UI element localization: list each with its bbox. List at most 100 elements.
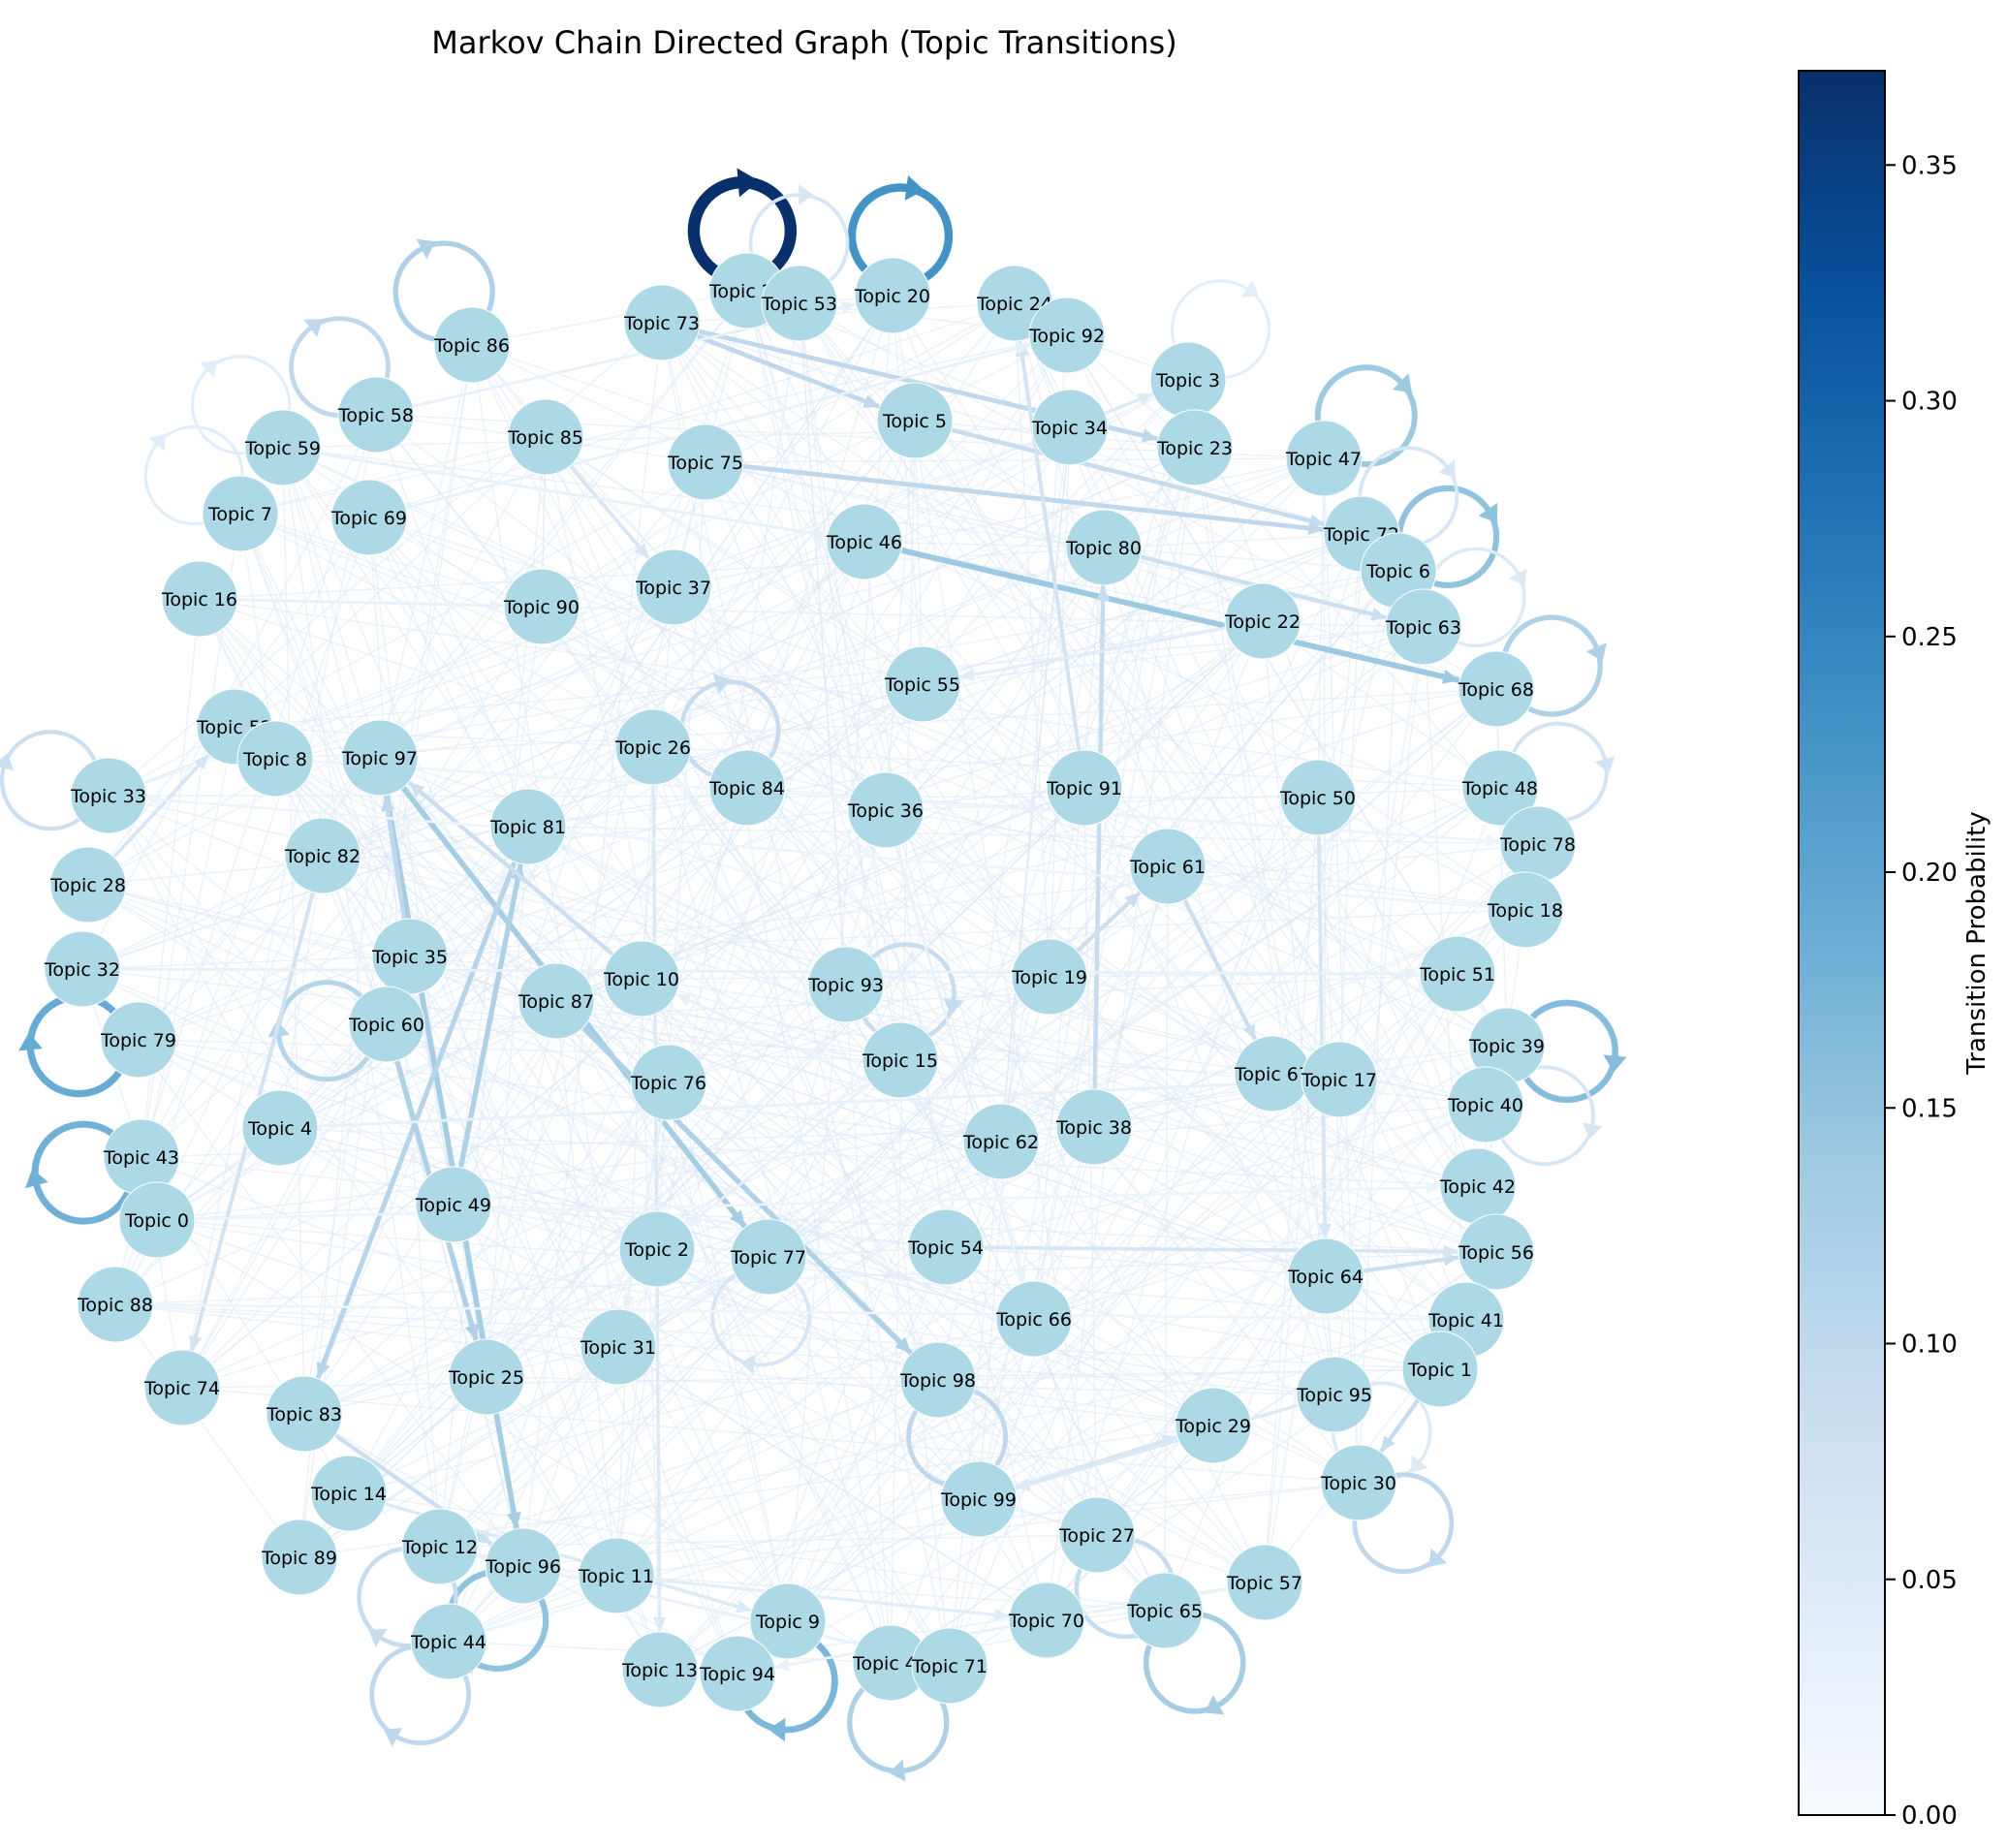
background-edge — [368, 517, 892, 1664]
topic-node: Topic 71 — [911, 1627, 988, 1705]
background-edge — [661, 322, 1340, 1081]
node-label: Topic 93 — [807, 975, 884, 996]
node-circle — [667, 423, 744, 501]
node-label: Topic 53 — [761, 294, 837, 315]
topic-node: Topic 59 — [244, 409, 322, 486]
transition-edge — [742, 463, 1325, 533]
topic-node: Topic 37 — [635, 548, 712, 626]
topic-node: Topic 97 — [341, 719, 419, 797]
topic-node: Topic 22 — [1224, 582, 1301, 660]
topic-node: Topic 79 — [100, 1001, 177, 1079]
node-circle — [1055, 1088, 1133, 1166]
topic-node: Topic 69 — [330, 479, 408, 556]
transition-edge — [1018, 340, 1082, 751]
transition-edge — [407, 780, 614, 956]
node-circle — [433, 306, 511, 384]
edge-arrowhead — [1240, 279, 1259, 298]
background-edge — [1212, 843, 1539, 1426]
self-loop-edge — [143, 424, 244, 526]
background-edge — [617, 1346, 738, 1675]
topic-node: Topic 42 — [1439, 1147, 1517, 1225]
node-circle — [143, 1349, 221, 1426]
background-edge — [199, 598, 769, 1258]
node-label: Topic 71 — [911, 1656, 988, 1677]
node-label: Topic 63 — [1385, 617, 1461, 639]
node-label: Topic 7 — [207, 504, 272, 525]
topic-node: Topic 76 — [630, 1044, 707, 1121]
node-label: Topic 86 — [433, 335, 510, 357]
node-circle — [1008, 1582, 1085, 1659]
background-edge — [1317, 797, 1487, 1106]
topic-node: Topic 34 — [1031, 389, 1109, 466]
node-circle — [1028, 297, 1106, 374]
background-edge — [705, 461, 1425, 628]
background-edge — [239, 513, 789, 1622]
background-edge — [108, 795, 281, 1129]
background-edge — [661, 322, 924, 685]
background-edge — [486, 1376, 661, 1671]
node-label: Topic 85 — [507, 427, 583, 449]
background-edge — [322, 547, 1105, 857]
node-label: Topic 84 — [708, 778, 785, 799]
background-edge — [274, 758, 1441, 1370]
background-edge — [746, 787, 1467, 1321]
edge-arrowhead — [634, 543, 649, 559]
node-label: Topic 76 — [630, 1073, 706, 1094]
background-edge — [746, 290, 1002, 1143]
edge-arrowhead — [729, 1209, 746, 1228]
node-circle — [699, 1635, 776, 1712]
topic-node: Topic 85 — [507, 398, 584, 476]
background-edge — [181, 379, 1189, 1389]
background-edge — [705, 461, 1051, 978]
topic-node: Topic 46 — [826, 503, 903, 580]
edge-arrowhead — [464, 1323, 480, 1341]
colorbar-tick-label: 0.30 — [1901, 388, 1958, 417]
topic-node: Topic 27 — [1058, 1496, 1136, 1574]
background-edge — [87, 884, 939, 1381]
node-label: Topic 75 — [667, 453, 743, 474]
edge-arrowhead — [1582, 1122, 1603, 1140]
topic-node: Topic 8 — [236, 720, 314, 798]
edge-arrowhead — [1410, 1455, 1428, 1473]
transition-edge — [959, 626, 1226, 679]
topic-node: Topic 29 — [1175, 1387, 1252, 1464]
topic-node: Topic 10 — [603, 940, 680, 1018]
topic-node: Topic 68 — [1458, 650, 1535, 728]
topic-node: Topic 91 — [1046, 749, 1123, 827]
edge-arrowhead — [1370, 608, 1388, 621]
node-label: Topic 54 — [907, 1237, 984, 1259]
edge-arrowhead — [768, 1717, 786, 1742]
node-label: Topic 30 — [1320, 1473, 1396, 1494]
background-edge — [615, 797, 1319, 1577]
node-label: Topic 22 — [1224, 611, 1301, 633]
node-label: Topic 34 — [1031, 418, 1108, 439]
background-edge — [375, 414, 1497, 1253]
edge-arrowhead — [1380, 1435, 1395, 1453]
topic-node: Topic 26 — [614, 708, 692, 786]
background-edge — [768, 809, 887, 1258]
topic-node: Topic 50 — [1279, 759, 1357, 836]
edge-arrowhead — [675, 994, 692, 1007]
background-edge — [379, 757, 1166, 1612]
topic-node: Topic 53 — [761, 265, 838, 342]
node-circle — [44, 930, 121, 1008]
transition-edge — [685, 1081, 872, 1228]
node-label: Topic 89 — [261, 1548, 337, 1569]
colorbar-ticks: 0.00 0.05 0.10 0.15 0.20 0.25 0.30 0.35 — [1885, 151, 1958, 1831]
edge-arrowhead — [959, 668, 976, 681]
background-edge — [541, 302, 1016, 608]
node-circle — [1458, 1213, 1535, 1291]
node-circle — [911, 1627, 988, 1705]
background-edge — [181, 414, 377, 1389]
edge-arrowhead — [1603, 1054, 1627, 1073]
colorbar-tick-label: 0.00 — [1901, 1801, 1958, 1831]
topic-node: Topic 0 — [118, 1181, 196, 1259]
background-edge — [141, 1156, 619, 1348]
background-edge — [656, 909, 1526, 1250]
node-circle — [730, 1218, 807, 1296]
background-edge — [439, 1319, 1467, 1548]
background-edge — [945, 1246, 1327, 1277]
topic-node: Topic 12 — [401, 1508, 479, 1585]
background-edge — [108, 795, 661, 1671]
